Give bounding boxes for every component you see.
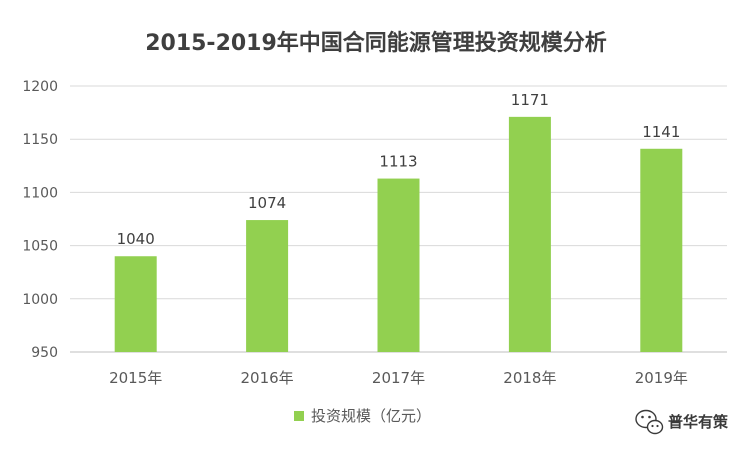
data-label: 1171 [511, 91, 549, 109]
y-tick-label: 950 [31, 345, 58, 361]
watermark-text: 普华有策 [668, 413, 729, 431]
y-tick-label: 1100 [22, 185, 58, 201]
y-tick-label: 1050 [22, 239, 58, 255]
x-tick-label: 2018年 [503, 369, 556, 387]
data-labels: 1040 1074 1113 1171 1141 [117, 91, 681, 248]
data-label: 1074 [248, 194, 286, 212]
x-tick-label: 2019年 [635, 369, 688, 387]
legend-label: 投资规模（亿元） [311, 407, 431, 425]
data-label: 1040 [117, 230, 155, 248]
x-tick-label: 2017年 [372, 369, 425, 387]
bar [246, 220, 289, 352]
x-axis-ticks: 2015年 2016年 2017年 2018年 2019年 [109, 369, 688, 387]
x-tick-label: 2015年 [109, 369, 162, 387]
wechat-icon [635, 409, 664, 435]
bars [114, 116, 683, 352]
bar [508, 116, 551, 352]
y-axis-ticks: 950 1000 1050 1100 1150 1200 [22, 79, 58, 361]
y-tick-label: 1000 [22, 292, 58, 308]
bar [114, 256, 157, 352]
legend: 投资规模（亿元） [294, 407, 431, 425]
y-tick-label: 1150 [22, 132, 58, 148]
legend-swatch [294, 411, 304, 421]
y-tick-label: 1200 [22, 79, 58, 95]
watermark: 普华有策 [635, 409, 729, 435]
data-label: 1113 [379, 153, 417, 171]
data-label: 1141 [642, 123, 680, 141]
bar [377, 178, 420, 352]
bar [640, 148, 683, 352]
x-tick-label: 2016年 [241, 369, 294, 387]
chart-title: 2015-2019年中国合同能源管理投资规模分析 [145, 30, 607, 56]
